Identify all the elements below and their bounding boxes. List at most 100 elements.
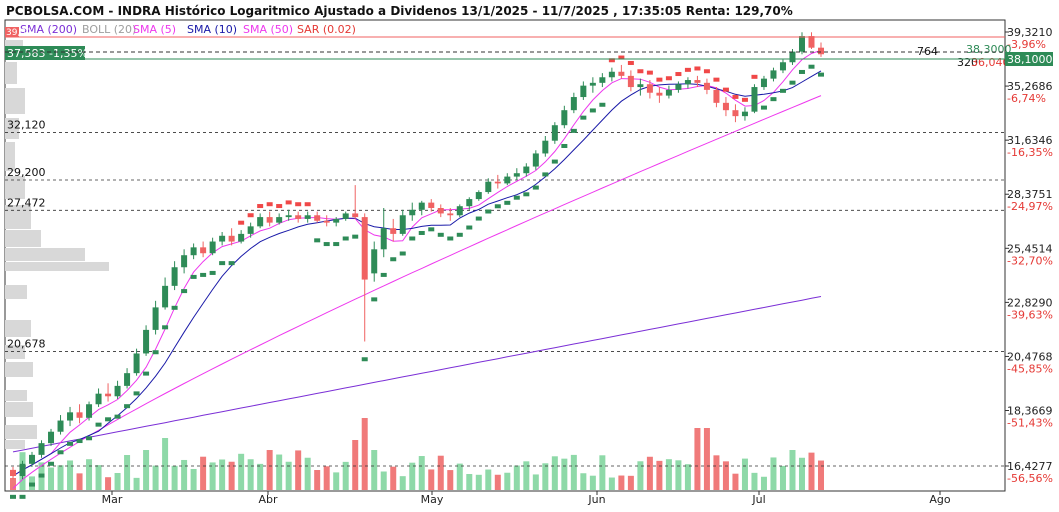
volume-profile-bar xyxy=(5,88,25,114)
legend: SMA (200) BOLL (20) SMA (5) SMA (10) SMA… xyxy=(20,23,356,36)
volume-bar xyxy=(200,456,207,490)
candle-body xyxy=(219,235,226,242)
volume-bar xyxy=(513,465,520,490)
volume-bar xyxy=(437,455,444,490)
sar-dot xyxy=(304,202,311,207)
price-tick-pct: -56,56% xyxy=(1007,472,1053,485)
candle-body xyxy=(665,89,672,96)
candle-body xyxy=(38,443,45,455)
sar-dot xyxy=(29,482,36,487)
sar-dot xyxy=(703,69,710,74)
month-label: Mar xyxy=(102,493,123,506)
volume-profile-bar xyxy=(5,440,25,449)
candle-body xyxy=(133,353,140,374)
sma5-line xyxy=(12,49,822,477)
candle-body xyxy=(95,393,102,405)
candle-body xyxy=(456,206,463,216)
volume-bar xyxy=(285,461,292,490)
volume-bar xyxy=(48,467,55,490)
candle-body xyxy=(10,469,16,477)
candle-body xyxy=(637,84,644,88)
volume-bar xyxy=(722,461,729,490)
candle-body xyxy=(418,202,425,210)
candle-body xyxy=(390,228,397,234)
sar-dot xyxy=(618,55,625,60)
sar-dot xyxy=(818,72,824,77)
price-axis: 39,3210-3,96% 35,2686-6,74% 31,6346-16,35%… xyxy=(1005,26,1053,485)
candle-body xyxy=(466,199,473,207)
volume-bar xyxy=(57,465,64,490)
volume-bar xyxy=(456,463,463,490)
volume-profile-bar xyxy=(5,176,25,199)
candle-body xyxy=(504,176,511,184)
volume-bar xyxy=(352,440,359,490)
volume-profile-bar xyxy=(5,62,17,84)
price-tick-pct: -16,35% xyxy=(1007,146,1053,159)
volume-bar xyxy=(10,478,16,490)
month-axis: Mar Abr May Jun Jul Ago xyxy=(102,491,951,506)
sar-dot xyxy=(57,450,64,455)
volume-bar xyxy=(684,464,691,490)
sar-dot xyxy=(399,251,406,256)
sar-dot xyxy=(238,220,245,225)
price-tick-pct: -39,63% xyxy=(1007,308,1053,321)
sar-dot xyxy=(437,232,444,237)
price-tick-pct: -51,43% xyxy=(1007,417,1053,430)
volume-bar xyxy=(770,457,777,490)
candle-body xyxy=(589,82,596,86)
sar-dot xyxy=(637,69,644,74)
sar-dot xyxy=(665,76,672,81)
volume-bar xyxy=(124,455,131,490)
candle-body xyxy=(67,412,74,421)
sar-dot xyxy=(513,195,520,200)
price-tick-pct: -3,96% xyxy=(1007,38,1046,51)
volume-bar xyxy=(542,463,549,490)
price-tick-pct: -45,85% xyxy=(1007,362,1053,375)
candle-body xyxy=(124,373,131,386)
sar-dot xyxy=(171,305,178,310)
candle-body xyxy=(29,454,36,464)
sar-dot xyxy=(143,371,150,376)
candle-body xyxy=(542,140,549,154)
candle-body xyxy=(818,47,824,55)
price-tick-label: 28,3751 xyxy=(1007,188,1053,201)
candle-body xyxy=(342,213,349,219)
month-label: Jul xyxy=(751,493,765,506)
sar-dot xyxy=(808,64,815,69)
sar-dot xyxy=(646,70,653,75)
sar-dot xyxy=(494,204,501,209)
sar-dot xyxy=(751,74,758,79)
candle-body xyxy=(333,218,340,223)
support-level-label: 20,678 xyxy=(7,338,46,351)
volume-bar xyxy=(656,460,663,490)
sar-dot xyxy=(67,441,74,446)
candle-body xyxy=(105,393,112,397)
price-tick-label: 16,4277 xyxy=(1007,460,1053,473)
candle-body xyxy=(19,463,26,477)
sar-dot xyxy=(504,200,511,205)
sar-dot xyxy=(257,204,264,209)
volume-bar xyxy=(143,450,150,490)
sar-dot xyxy=(380,272,387,277)
candle-body xyxy=(494,181,501,184)
candle-body xyxy=(266,217,273,223)
volume-bar xyxy=(703,428,710,490)
sar-dot xyxy=(105,417,112,422)
price-tick-label: 39,3210 xyxy=(1007,26,1053,39)
volume-bar xyxy=(76,473,83,490)
volume-profile-bar xyxy=(5,142,15,171)
price-tick-pct: -32,70% xyxy=(1007,254,1053,267)
volume-bar xyxy=(95,465,102,490)
sar-dot xyxy=(561,143,568,148)
volume-profile-bar xyxy=(5,285,27,299)
volume-bar xyxy=(390,466,397,490)
sar-dot xyxy=(532,185,539,190)
support-level-label: 29,200 xyxy=(7,166,46,179)
candle-body xyxy=(751,87,758,112)
sar-dot xyxy=(124,404,131,409)
candle-body xyxy=(57,420,64,432)
sar-dot xyxy=(732,94,739,99)
volume-bar xyxy=(504,472,511,490)
candle-body xyxy=(86,404,93,418)
candle-body xyxy=(76,412,83,418)
